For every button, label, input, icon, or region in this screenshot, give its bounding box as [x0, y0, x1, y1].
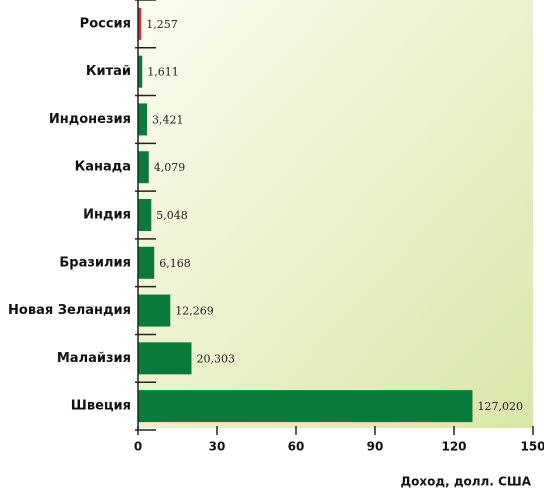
x-tick-label: 0 [134, 440, 142, 454]
value-label: 6,168 [159, 257, 191, 270]
category-label: Китай [86, 64, 131, 79]
x-tick-label: 120 [441, 440, 466, 454]
category-label: Бразилия [59, 255, 131, 270]
value-label: 1,257 [146, 18, 178, 31]
category-label: Канада [75, 160, 131, 175]
x-tick-label: 150 [520, 440, 544, 454]
bar [138, 103, 148, 136]
bar [138, 342, 192, 375]
value-label: 1,611 [147, 66, 179, 79]
x-tick-label: 90 [367, 440, 384, 454]
category-label: Новая Зеландия [8, 303, 131, 318]
plot-background [138, 0, 533, 428]
x-axis-label: Доход, долл. США [400, 475, 531, 489]
value-label: 127,020 [477, 400, 522, 413]
category-label: Индия [83, 208, 131, 223]
category-label: Индонезия [49, 112, 131, 127]
bar [138, 151, 149, 184]
value-label: 20,303 [196, 352, 235, 365]
category-label: Швеция [71, 399, 131, 414]
category-label: Малайзия [57, 351, 131, 366]
bar [138, 246, 155, 279]
bar [138, 7, 142, 40]
value-label: 5,048 [156, 209, 188, 222]
x-tick-label: 60 [288, 440, 305, 454]
value-label: 12,269 [175, 305, 214, 318]
bar [138, 390, 473, 423]
bar [138, 199, 152, 231]
value-label: 4,079 [154, 161, 186, 174]
category-label: Россия [80, 16, 131, 31]
x-tick-label: 30 [209, 440, 226, 454]
bar [138, 55, 143, 88]
bar [138, 294, 171, 327]
value-label: 3,421 [152, 113, 184, 126]
